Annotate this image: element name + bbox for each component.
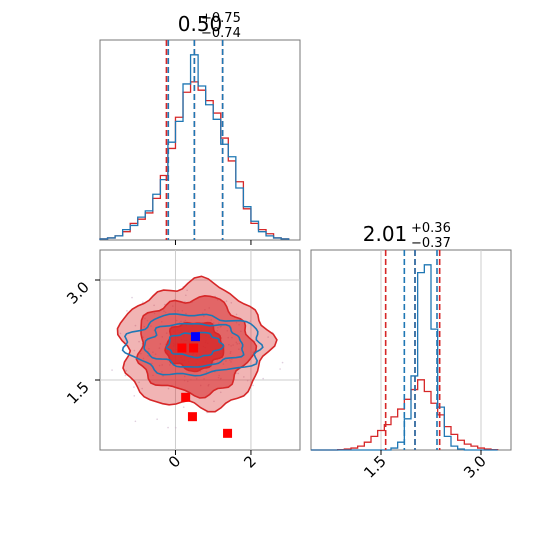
- scatter-sample: [134, 420, 137, 423]
- scatter-sample: [249, 320, 252, 323]
- contour-series_b-level: [165, 331, 225, 359]
- scatter-sample: [167, 387, 170, 390]
- marker-marker_red: [177, 343, 187, 353]
- title-param0-minus: −0.74: [201, 26, 241, 41]
- scatter-sample: [131, 296, 133, 299]
- scatter-sample: [252, 384, 254, 387]
- scatter-sample: [230, 302, 233, 304]
- hist-param1-xtick-label: 3.0: [460, 452, 490, 482]
- scatter-sample: [156, 418, 158, 421]
- title-param1-plus: +0.36: [411, 221, 451, 236]
- scatter-sample: [133, 395, 136, 397]
- scatter-sample: [219, 391, 222, 394]
- title-param1-median: 2.01: [363, 222, 408, 246]
- scatter-sample: [111, 369, 113, 371]
- marker-marker_blue: [190, 332, 200, 342]
- title-param0-median: 0.50: [178, 12, 223, 36]
- scatter-sample: [185, 294, 187, 297]
- scatter-sample: [133, 349, 136, 352]
- scatter-sample: [126, 310, 128, 312]
- title-param1-minus: −0.37: [411, 236, 451, 251]
- scatter-sample: [153, 304, 155, 307]
- contour-xtick-label: 2: [240, 452, 259, 471]
- marker-marker_red: [187, 412, 197, 422]
- panel-frame-contour: [99, 249, 301, 451]
- scatter-sample: [138, 340, 140, 343]
- scatter-sample: [167, 426, 169, 429]
- scatter-sample: [267, 336, 269, 338]
- hist-param1-layer: [311, 250, 499, 451]
- scatter-sample: [235, 313, 238, 316]
- scatter-sample: [134, 324, 137, 327]
- title-param0: 0.50: [178, 12, 223, 36]
- contour-series_b-level: [121, 313, 264, 377]
- scatter-sample: [186, 289, 188, 292]
- title-param0-plus: +0.75: [201, 11, 241, 26]
- scatter-sample: [262, 377, 264, 380]
- scatter-sample: [125, 369, 128, 372]
- scatter-sample: [119, 332, 122, 335]
- scatter-sample: [243, 376, 245, 378]
- panel-frame-hist-param1: [310, 249, 512, 451]
- marker-marker_red: [181, 392, 191, 402]
- scatter-sample: [237, 372, 239, 375]
- scatter-sample: [163, 303, 166, 306]
- scatter-sample: [138, 381, 140, 384]
- contour-xtick-label: 0: [165, 452, 184, 471]
- marker-marker_red: [189, 343, 199, 353]
- contour-layer: [100, 250, 300, 450]
- scatter-sample: [174, 426, 177, 429]
- contour-ytick-label: 1.5: [63, 378, 93, 408]
- scatter-sample: [124, 374, 127, 377]
- scatter-sample: [213, 400, 215, 403]
- contour-series_b-level: [143, 322, 245, 368]
- title-param1: 2.01: [363, 222, 408, 246]
- marker-marker_red: [223, 428, 233, 438]
- scatter-sample: [246, 379, 249, 382]
- hist-param1-xtick-label: 1.5: [360, 452, 390, 482]
- contour-plot-area: [100, 250, 300, 450]
- scatter-sample: [225, 300, 228, 302]
- scatter-sample: [279, 368, 281, 370]
- scatter-sample: [142, 301, 144, 303]
- hist-param1-step-series_b: [311, 264, 498, 451]
- scatter-sample: [182, 406, 185, 408]
- panel-frame-hist-param0: [99, 39, 301, 241]
- scatter-sample: [133, 386, 135, 388]
- contour-ytick-label: 3.0: [63, 278, 93, 308]
- scatter-sample: [141, 387, 143, 390]
- scatter-sample: [281, 361, 284, 364]
- hist-param0-layer: [99, 40, 290, 240]
